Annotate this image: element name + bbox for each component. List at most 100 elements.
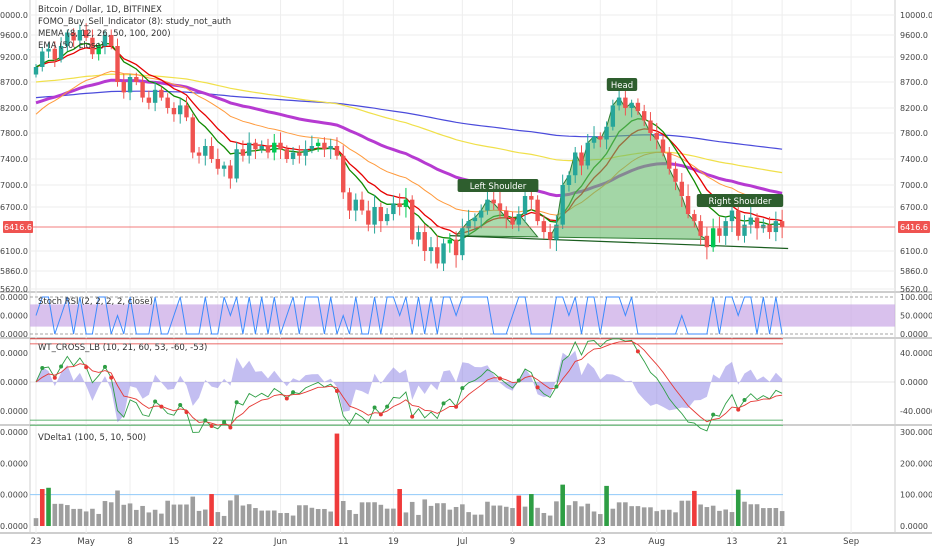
vdelta-tick-2-right: 100.0000: [900, 491, 932, 500]
rsi-tick-1-left: 50.0000: [0, 312, 28, 321]
candle-body-23: [178, 105, 183, 115]
vdelta-bar-55: [378, 504, 384, 526]
candle-body-95: [629, 102, 634, 108]
candle-body-4: [58, 46, 64, 60]
candle-body-21: [165, 97, 170, 108]
vdelta-tick-3-left: 0.0000: [0, 522, 28, 531]
candle-body-93: [616, 97, 622, 106]
vdelta-bar-20: [159, 513, 164, 526]
price-panel: Left Shoulder Head Right Shoulder: [30, 23, 895, 271]
candle-body-40: [284, 149, 289, 159]
candle-body-119: [779, 221, 785, 227]
price-tick-3-right: 8700.0: [900, 78, 928, 87]
vdelta-bar-118: [773, 507, 779, 526]
wt-cross-dot-108: [711, 412, 716, 417]
vdelta-bar-56: [384, 508, 390, 526]
price-tick-11-left: 5860.0: [0, 267, 28, 276]
candle-body-46: [322, 142, 327, 150]
price-tick-6-right: 7400.0: [900, 155, 928, 164]
symbol-title: Bitcoin / Dollar, 1D, BITFINEX: [38, 5, 162, 15]
candle-body-54: [372, 207, 377, 225]
vdelta-bar-24: [184, 504, 189, 526]
vdelta-bar-104: [685, 500, 691, 526]
vdelta-bar-16: [134, 509, 139, 526]
candle-body-72: [485, 199, 490, 211]
candle-body-76: [510, 217, 515, 225]
x-label-5: Jun: [273, 537, 287, 547]
rsi-tick-2-left: 0.0000: [0, 330, 28, 339]
pattern-labels: Left Shoulder Head Right Shoulder: [457, 78, 784, 207]
wt-cross-title: WT_CROSS_LB (10, 21, 60, 53, -60, -53): [38, 343, 207, 353]
candle-body-86: [573, 152, 578, 176]
label-head: Head: [611, 81, 633, 91]
vdelta-bar-17: [140, 505, 145, 526]
vdelta-bar-49: [340, 500, 346, 526]
candle-body-118: [773, 221, 779, 233]
price-tick-10-right: 6100.0: [900, 247, 928, 256]
candle-body-11: [102, 35, 108, 46]
wt-cross-panel: [30, 338, 895, 433]
vdelta-bar-6: [71, 508, 76, 526]
vdelta-bar-25: [190, 496, 196, 526]
wt-cross-dot-12: [109, 375, 114, 380]
vdelta-bar-19: [152, 509, 158, 526]
x-label-0: 23: [31, 537, 42, 547]
price-tick-1-left: 9600.0: [0, 31, 28, 40]
vdelta-bar-106: [698, 504, 703, 526]
indicator-mema: MEMA (8, 12, 26, 50, 100, 200): [38, 29, 171, 39]
x-label-13: 21: [777, 537, 788, 547]
vdelta-bar-54: [372, 502, 377, 526]
price-tick-5-left: 7800.0: [0, 129, 28, 138]
vdelta-bar-46: [322, 508, 327, 526]
vdelta-bar-53: [366, 502, 371, 526]
vdelta-bar-80: [535, 507, 540, 526]
price-tag-right: 6416.6: [898, 221, 930, 233]
vdelta-tick-1-left: 200.0000: [0, 459, 28, 468]
candle-body-45: [315, 142, 321, 146]
candle-body-60: [410, 199, 415, 240]
vdelta-bar-87: [579, 506, 584, 526]
vdelta-bar-21: [165, 500, 170, 526]
vdelta-bar-115: [754, 504, 760, 526]
candle-body-77: [516, 214, 521, 225]
vdelta-bar-15: [127, 503, 133, 526]
candle-body-67: [453, 239, 459, 256]
candle-body-75: [504, 210, 509, 218]
candle-body-31: [228, 165, 233, 179]
vdelta-bar-8: [83, 511, 89, 526]
rsi-band: [30, 304, 895, 327]
x-label-6: 11: [338, 537, 349, 547]
candle-body-66: [447, 239, 453, 244]
x-label-2: 8: [127, 537, 132, 547]
x-label-10: 23: [595, 537, 606, 547]
candle-body-29: [215, 159, 221, 169]
candle-body-83: [554, 224, 559, 240]
candle-body-13: [115, 46, 120, 82]
ma-8-line: [35, 42, 783, 243]
vdelta-bar-37: [265, 510, 271, 526]
vdelta-bar-107: [704, 507, 710, 526]
wt-cross-dot-77: [516, 378, 521, 383]
vdelta-bar-65: [441, 503, 446, 526]
vdelta-bar-117: [767, 508, 772, 526]
vdelta-bar-86: [572, 501, 578, 526]
candle-body-61: [416, 232, 421, 240]
candle-body-19: [152, 89, 158, 103]
price-tick-4-left: 8200.0: [0, 104, 28, 113]
candle-body-62: [422, 232, 427, 251]
candle-body-17: [140, 82, 145, 98]
price-tag-right-text: 6416.6: [900, 223, 928, 232]
rsi-tick-1-right: 50.0000: [900, 312, 932, 321]
wt-cross-dot-68: [460, 386, 465, 391]
candle-body-48: [334, 146, 340, 156]
price-tick-1-right: 9600.0: [900, 31, 928, 40]
candle-body-90: [598, 136, 603, 140]
wt-cross-dot-11: [102, 364, 107, 369]
candle-body-87: [579, 152, 584, 166]
vdelta-bar-108: [710, 505, 716, 526]
vdelta-bar-3: [52, 503, 58, 526]
wt-cross-dot-83: [554, 384, 559, 389]
price-tick-3-left: 8700.0: [0, 78, 28, 87]
vdelta-bar-13: [115, 490, 120, 526]
